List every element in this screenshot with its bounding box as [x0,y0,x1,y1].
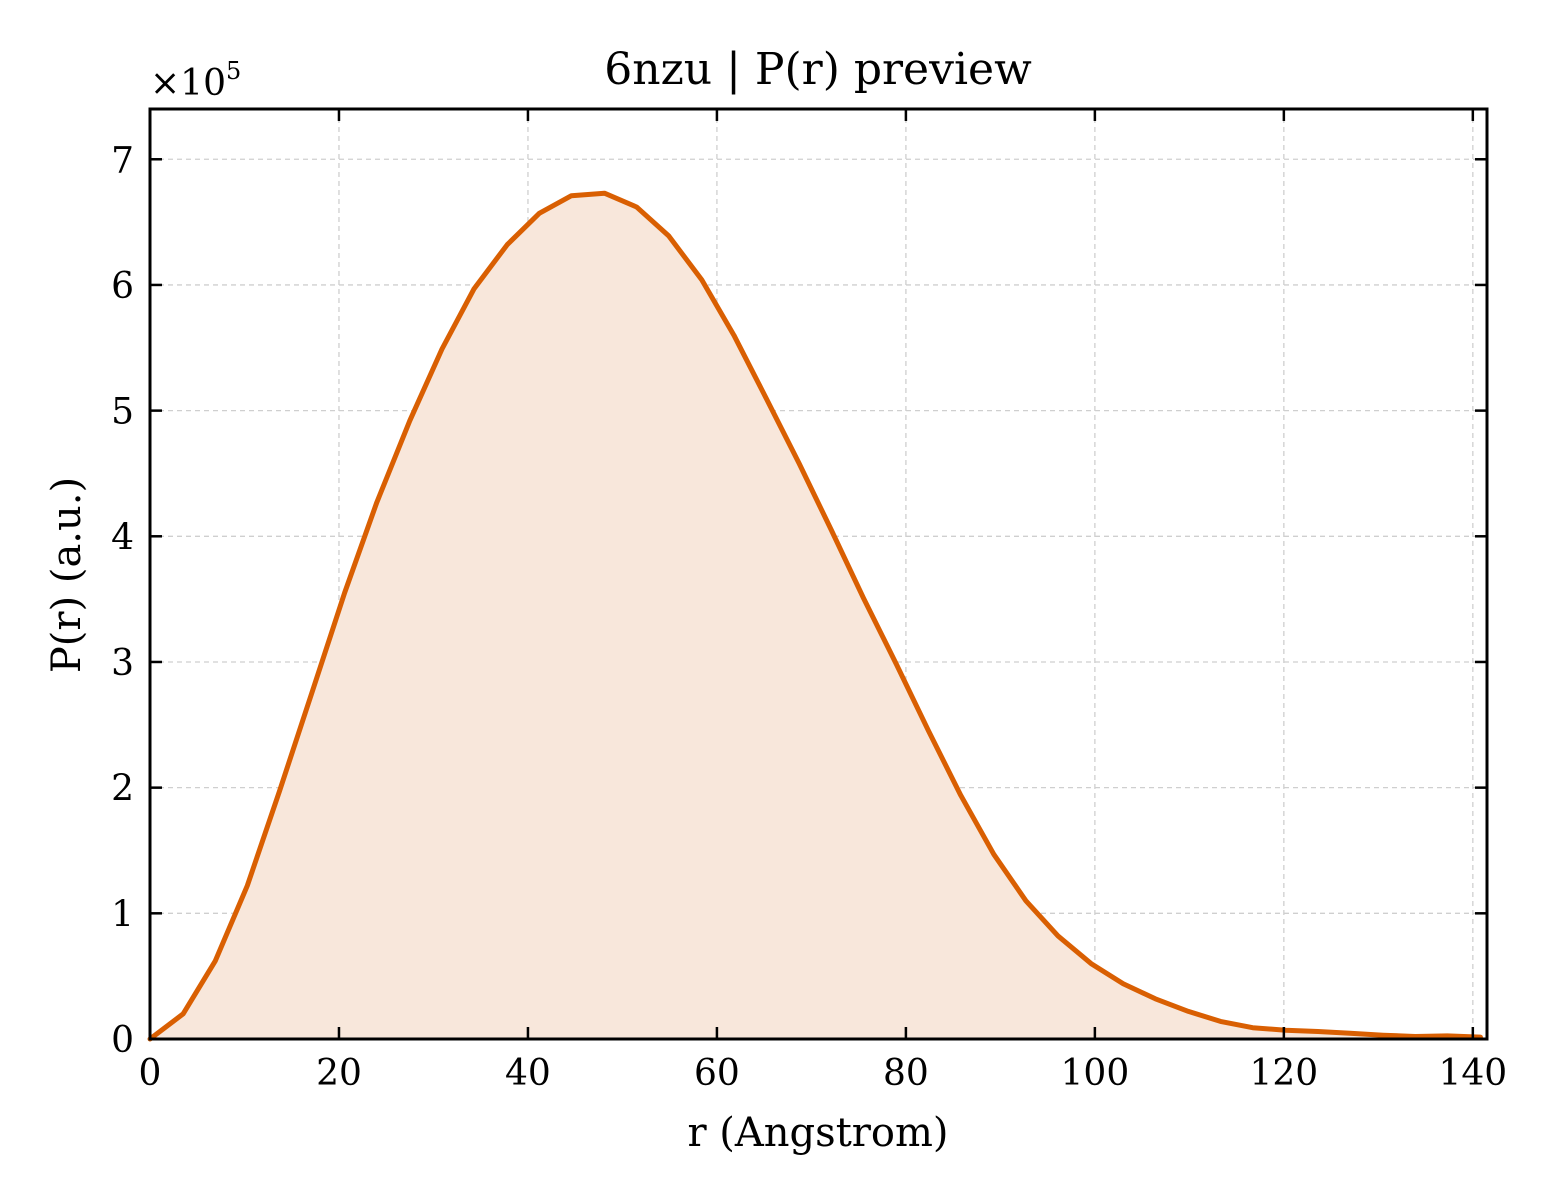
x-tick-label: 120 [1249,1053,1318,1094]
pr-area-fill [150,193,1481,1039]
y-axis-multiplier: ×105 [150,57,241,104]
y-tick-label: 4 [111,517,134,558]
x-tick-label: 100 [1061,1053,1130,1094]
x-tick-label: 0 [139,1053,162,1094]
y-tick-label: 5 [111,392,134,433]
y-tick-label: 6 [111,266,134,307]
x-tick-label: 80 [883,1053,929,1094]
x-tick-label: 140 [1438,1053,1507,1094]
pr-series-line [147,190,1483,1042]
y-tick-label: 0 [111,1020,134,1061]
y-tick-label: 3 [111,643,134,684]
y-multiplier-exponent: 5 [226,57,241,85]
x-tick-label: 20 [316,1053,362,1094]
y-multiplier-base: ×10 [150,63,226,104]
plot-frame [148,107,1489,1041]
y-tick-label: 2 [111,769,134,810]
x-axis-label: r (Angstrom) [687,1110,948,1156]
y-tick-label: 1 [111,894,134,935]
axis-ticks: 0 20 40 60 80 100 120 140 0 1 2 3 4 5 6 7 [111,109,1507,1094]
y-tick-label: 7 [111,140,134,181]
y-axis-label: P(r) (a.u.) [44,477,90,673]
x-tick-label: 40 [505,1053,551,1094]
x-tick-label: 60 [694,1053,740,1094]
chart-title: 6nzu | P(r) preview [604,44,1032,95]
